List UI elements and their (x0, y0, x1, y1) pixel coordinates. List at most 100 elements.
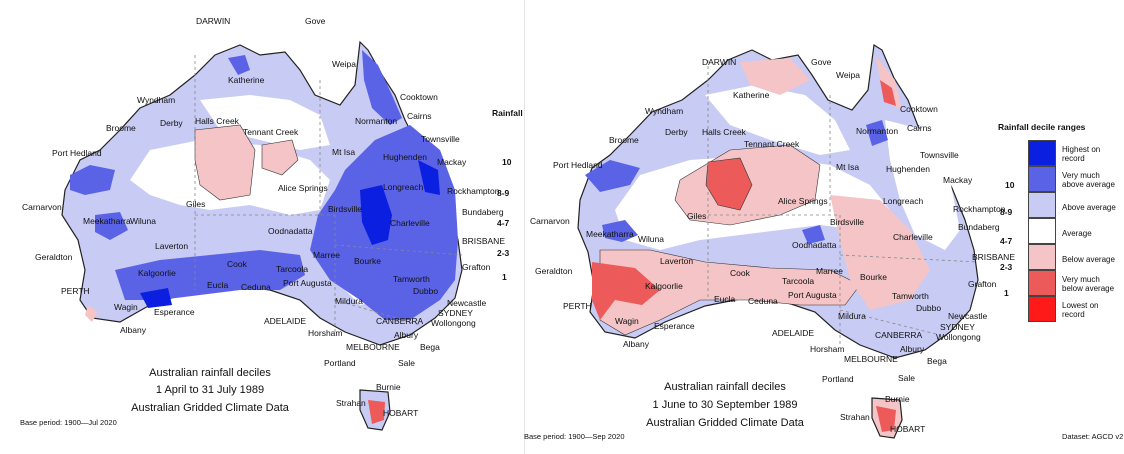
city-sydney: SYDNEY (438, 308, 473, 318)
left-vma-meeka (95, 212, 128, 240)
panel-divider (524, 0, 525, 454)
legend-label-above: Above average (1062, 203, 1116, 212)
city-esperance: Esperance (154, 307, 195, 317)
city-melbourne: MELBOURNE (346, 342, 400, 352)
city-horsham: Horsham (810, 344, 845, 354)
city-portland: Portland (822, 374, 854, 384)
city-weipa: Weipa (332, 59, 356, 69)
right-below-cape (875, 55, 902, 110)
city-mildura: Mildura (838, 311, 866, 321)
city-kalgoorlie: Kalgoorlie (138, 268, 176, 278)
right-average-north (705, 85, 850, 155)
city-eucla: Eucla (714, 294, 736, 304)
left-vma-south (115, 250, 305, 300)
city-cairns: Cairns (407, 111, 432, 121)
city-bega: Bega (927, 356, 947, 366)
city-sale: Sale (898, 373, 916, 383)
city-weipa: Weipa (836, 70, 860, 80)
city-oodnadatta: Oodnadatta (268, 226, 313, 236)
city-wollongong: Wollongong (431, 318, 476, 328)
city-perth: PERTH (563, 301, 592, 311)
city-newcastle: Newcastle (447, 298, 487, 308)
left-rainfall-map (61, 40, 463, 431)
left-rank-8-9: 8-9 (497, 188, 510, 198)
city-birdsville: Birdsville (830, 217, 865, 227)
left-rank-1: 1 (502, 272, 507, 282)
city-tennant-creek: Tennant Creek (744, 139, 800, 149)
city-canberra: CANBERRA (875, 330, 923, 340)
city-wyndham: Wyndham (137, 95, 176, 105)
left-base-period: Base period: 1900—Jul 2020 (20, 418, 117, 427)
city-port-augusta: Port Augusta (788, 290, 837, 300)
legend-swatch-highest (1028, 140, 1056, 166)
right-vma-nw (585, 160, 640, 192)
city-wagin: Wagin (615, 316, 639, 326)
right-vma-normanton (866, 120, 888, 146)
left-caption-source: Australian Gridded Climate Data (131, 402, 289, 414)
city-laverton: Laverton (660, 256, 694, 266)
legend-label-very-much-below: Very much below average (1062, 275, 1115, 293)
city-ceduna: Ceduna (241, 282, 271, 292)
city-adelaide: ADELAIDE (264, 316, 307, 326)
city-alice-springs: Alice Springs (278, 183, 328, 193)
legend-swatch-above (1028, 192, 1056, 218)
city-albury: Albury (900, 344, 925, 354)
right-average-east (885, 120, 960, 250)
city-strahan: Strahan (336, 398, 366, 408)
city-port-hedland: Port Hedland (553, 160, 603, 170)
city-albany: Albany (623, 339, 649, 349)
city-wiluna: Wiluna (130, 216, 156, 226)
city-port-hedland: Port Hedland (52, 148, 102, 158)
city-port-augusta: Port Augusta (283, 278, 332, 288)
city-adelaide: ADELAIDE (772, 328, 815, 338)
left-caption-period: 1 April to 31 July 1989 (155, 384, 265, 396)
city-carnarvon: Carnarvon (530, 216, 570, 226)
city-tarcoola: Tarcoola (782, 276, 815, 286)
city-mildura: Mildura (335, 296, 363, 306)
city-hobart: HOBART (890, 424, 926, 434)
right-below-east (830, 195, 930, 310)
city-cook: Cook (227, 259, 247, 269)
city-tennant-creek: Tennant Creek (243, 127, 299, 137)
city-cairns: Cairns (907, 123, 932, 133)
city-esperance: Esperance (654, 321, 695, 331)
city-bourke: Bourke (860, 272, 887, 282)
city-brisbane: BRISBANE (462, 236, 505, 246)
legend-label-below: Below average (1062, 255, 1115, 264)
city-broome: Broome (106, 123, 136, 133)
city-darwin: DARWIN (702, 57, 737, 67)
city-grafton: Grafton (462, 262, 491, 272)
right-dataset: Dataset: AGCD v2 (1062, 432, 1124, 441)
legend-swatch-lowest (1028, 296, 1056, 322)
legend-swatch-average (1028, 218, 1056, 244)
city-tamworth: Tamworth (393, 274, 430, 284)
right-caption-source: Australian Gridded Climate Data (646, 417, 804, 429)
city-longreach: Longreach (883, 196, 924, 206)
left-legend-title: Rainfall (492, 108, 523, 118)
city-charleville: Charleville (893, 232, 933, 242)
city-wiluna: Wiluna (638, 234, 664, 244)
city-geraldton: Geraldton (535, 266, 573, 276)
left-rank-2-3: 2-3 (497, 248, 510, 258)
city-kalgoorlie: Kalgoorlie (645, 281, 683, 291)
right-rank-4-7: 4-7 (1000, 236, 1013, 246)
city-carnarvon: Carnarvon (22, 202, 62, 212)
city-longreach: Longreach (383, 182, 424, 192)
city-portland: Portland (324, 358, 356, 368)
left-map-panel: DARWIN Gove Weipa Katherine Wyndham Cook… (0, 0, 523, 454)
city-mt-isa: Mt Isa (836, 162, 860, 172)
city-eucla: Eucla (207, 280, 229, 290)
city-halls-creek: Halls Creek (195, 116, 239, 126)
right-below-top (740, 58, 810, 95)
city-katherine: Katherine (228, 75, 265, 85)
city-albany: Albany (120, 325, 146, 335)
right-vmb-tas (876, 406, 896, 432)
city-alice-springs: Alice Springs (778, 196, 828, 206)
city-laverton: Laverton (155, 241, 189, 251)
left-caption-title: Australian rainfall deciles (149, 367, 271, 379)
city-burnie: Burnie (376, 382, 401, 392)
left-below-tennant (261, 139, 299, 176)
left-highest-qld (360, 185, 392, 245)
city-birdsville: Birdsville (328, 204, 363, 214)
left-vma-nw (70, 165, 115, 195)
